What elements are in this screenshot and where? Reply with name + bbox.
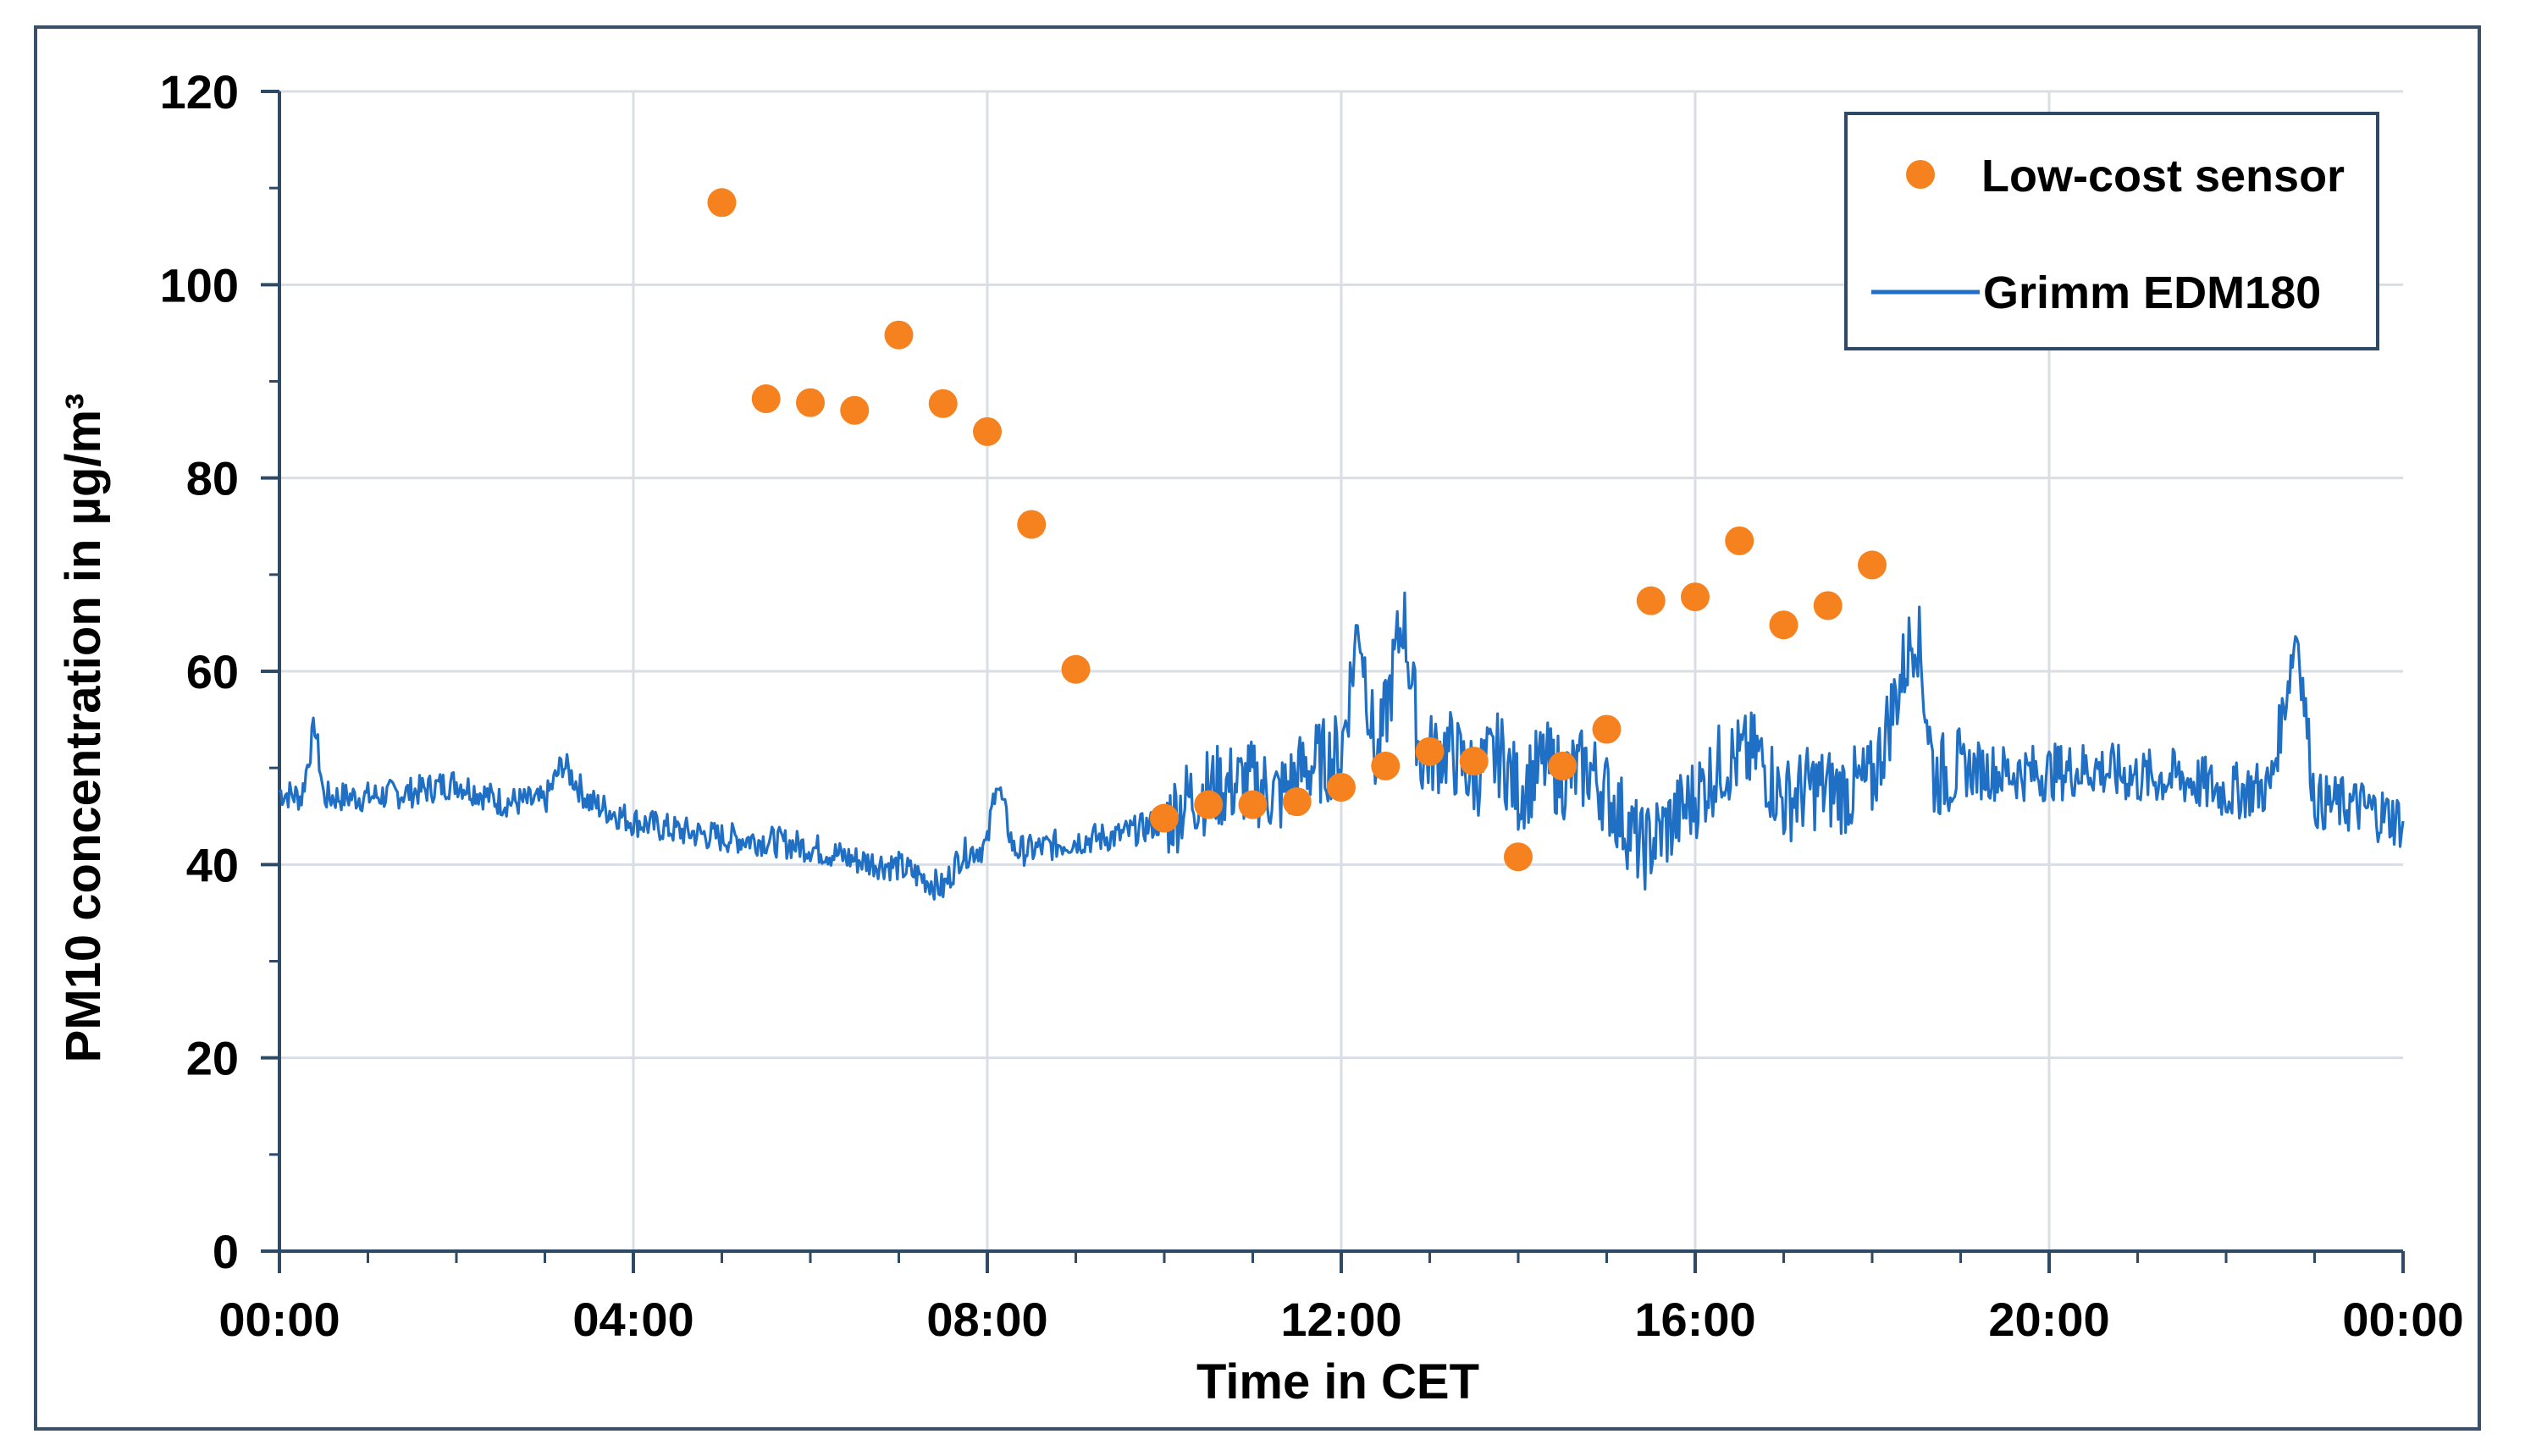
x-tick-labels: 00:00 04:00 08:00 12:00 16:00 20:00 00:00 — [218, 1293, 2463, 1346]
legend-label-grimm-edm180: Grimm EDM180 — [1983, 267, 2321, 318]
y-axis-title: PM10 concentration in µg/m³ — [56, 394, 111, 1063]
low-cost-sensor-point — [928, 389, 958, 418]
legend: Low-cost sensor Grimm EDM180 — [1844, 112, 2379, 350]
y-tick-label: 80 — [186, 452, 239, 505]
x-tick-label: 00:00 — [218, 1293, 340, 1346]
chart-frame — [34, 25, 2481, 1431]
legend-box — [1844, 112, 2379, 350]
x-tick-label: 16:00 — [1634, 1293, 1755, 1346]
legend-marker-low-cost-sensor — [1906, 160, 1935, 189]
y-tick-label: 100 — [160, 258, 239, 312]
low-cost-sensor-point — [1017, 510, 1047, 539]
y-tick-label: 60 — [186, 645, 239, 698]
low-cost-sensor-point — [1592, 714, 1622, 744]
low-cost-sensor-point — [1238, 790, 1268, 819]
low-cost-sensor-point — [1681, 582, 1710, 612]
low-cost-sensor-point — [1150, 803, 1179, 833]
y-tick-label: 0 — [213, 1225, 239, 1278]
low-cost-sensor-point — [796, 388, 825, 417]
low-cost-sensor-point — [1327, 773, 1356, 802]
x-tick-label: 00:00 — [2342, 1293, 2463, 1346]
x-tick-label: 20:00 — [1988, 1293, 2109, 1346]
low-cost-sensor-point — [1194, 790, 1224, 819]
y-tick-label: 120 — [160, 65, 239, 119]
x-axis-title: Time in CET — [1196, 1354, 1479, 1409]
low-cost-sensor-point — [1813, 591, 1843, 620]
legend-label-low-cost-sensor: Low-cost sensor — [1981, 151, 2345, 201]
low-cost-sensor-point — [1415, 736, 1445, 766]
series-low-cost-sensor — [707, 188, 1887, 872]
low-cost-sensor-point — [1858, 550, 1887, 580]
low-cost-sensor-point — [707, 188, 737, 218]
low-cost-sensor-point — [1371, 751, 1401, 780]
low-cost-sensor-point — [1725, 526, 1754, 555]
low-cost-sensor-point — [1459, 747, 1489, 776]
y-tick-label: 20 — [186, 1032, 239, 1085]
low-cost-sensor-point — [840, 395, 870, 425]
axes — [261, 90, 2405, 1273]
y-tick-label: 40 — [186, 838, 239, 891]
low-cost-sensor-point — [1061, 654, 1091, 684]
grimm-edm180-line — [278, 591, 2405, 901]
low-cost-sensor-point — [884, 320, 914, 350]
low-cost-sensor-point — [1548, 751, 1577, 780]
low-cost-sensor-point — [1282, 787, 1312, 817]
low-cost-sensor-point — [973, 416, 1002, 446]
low-cost-sensor-point — [1504, 842, 1533, 872]
series-grimm-edm180 — [278, 591, 2405, 901]
x-tick-label: 08:00 — [926, 1293, 1047, 1346]
x-tick-label: 12:00 — [1280, 1293, 1401, 1346]
low-cost-sensor-point — [751, 384, 781, 414]
x-tick-label: 04:00 — [572, 1293, 693, 1346]
y-tick-labels: 0 20 40 60 80 100 120 — [160, 65, 239, 1278]
low-cost-sensor-point — [1769, 610, 1798, 640]
low-cost-sensor-point — [1636, 586, 1666, 615]
